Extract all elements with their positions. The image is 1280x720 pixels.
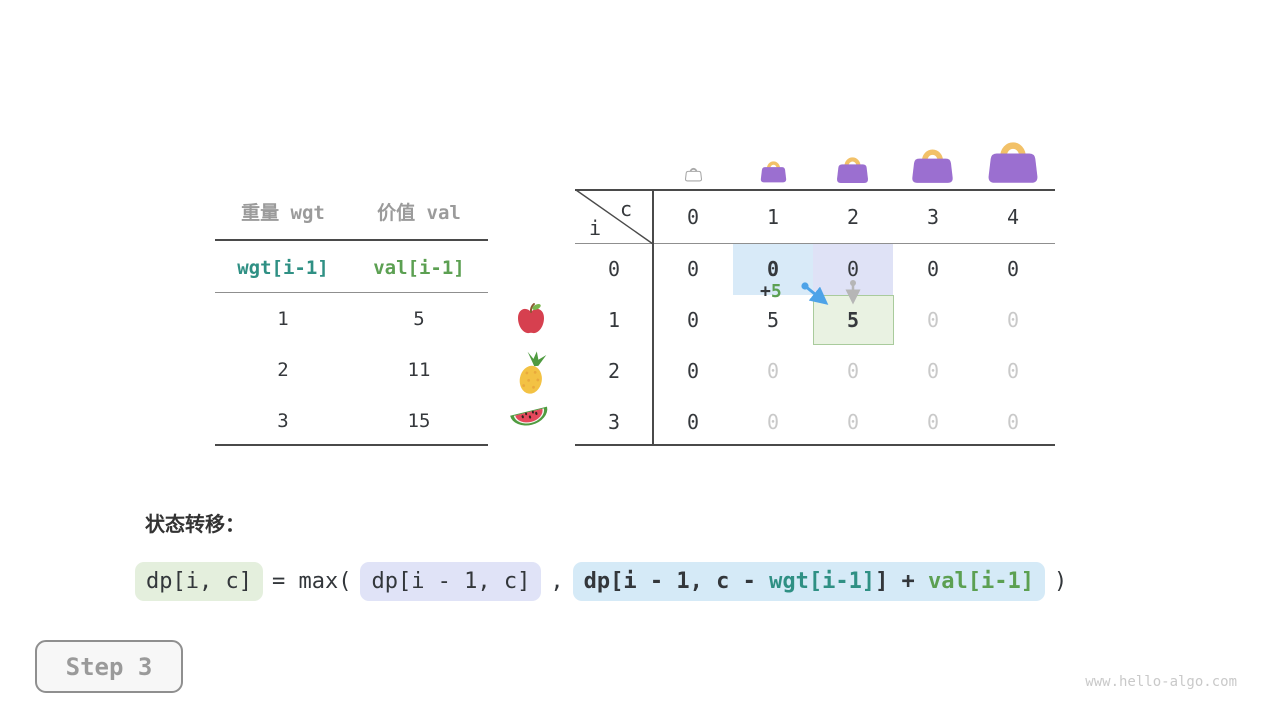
item-value: 11 xyxy=(407,359,431,381)
highlight-source-left-cell xyxy=(733,244,813,295)
dp-cell-0-4: 0 xyxy=(1006,256,1020,281)
formula-lhs-pill: dp[i, c] xyxy=(135,561,263,601)
empty-bag-icon xyxy=(684,163,703,188)
state-transition-formula: dp[i, c] = max( dp[i - 1, c] , dp[i - 1,… xyxy=(135,558,1067,604)
vertical-transfer-arrow-icon xyxy=(845,280,861,305)
formula-arg1-pill: dp[i - 1, c] xyxy=(360,561,542,601)
dp-row-header: 2 xyxy=(607,358,621,383)
dp-cell-1-4: 0 xyxy=(1006,307,1020,332)
dp-cell-3-2: 0 xyxy=(846,409,860,434)
item-value: 15 xyxy=(407,410,431,432)
items-table-header-value: 价值 val xyxy=(377,201,461,224)
dp-row-header: 3 xyxy=(607,409,621,434)
dp-cell-1-0: 0 xyxy=(686,307,700,332)
item-weight: 1 xyxy=(277,308,289,330)
pineapple-icon xyxy=(514,350,552,400)
dp-cell-3-1: 0 xyxy=(766,409,780,434)
transition-arrows xyxy=(801,280,861,305)
dp-cell-0-2: 0 xyxy=(846,256,860,281)
dp-col-header: 3 xyxy=(926,205,940,229)
dp-col-header: 1 xyxy=(766,205,780,229)
bag-icon-capacity-1 xyxy=(760,155,787,190)
dp-cell-1-1: 5 xyxy=(766,307,780,332)
dp-row-header: 0 xyxy=(607,256,621,281)
bag-icon-capacity-3 xyxy=(911,140,954,192)
item-value: 5 xyxy=(413,308,425,330)
watermark: www.hello-algo.com xyxy=(1085,674,1237,690)
item-weight: 3 xyxy=(277,410,289,432)
items-table-rule-mid xyxy=(215,292,488,293)
formula-eq-max: = max( xyxy=(271,568,352,594)
transition-add-value-label: +5 xyxy=(760,281,782,302)
dp-cell-2-2: 0 xyxy=(846,358,860,383)
dp-cell-1-2: 5 xyxy=(846,307,860,332)
dp-cell-2-3: 0 xyxy=(926,358,940,383)
apple-icon xyxy=(515,302,547,340)
dp-cell-3-3: 0 xyxy=(926,409,940,434)
dp-cell-0-3: 0 xyxy=(926,256,940,281)
dp-table-rule-bottom xyxy=(575,444,1055,446)
dp-table-rule-top xyxy=(575,189,1055,191)
dp-row-header: 1 xyxy=(607,307,621,332)
dp-cell-1-3: 0 xyxy=(926,307,940,332)
dp-cell-0-1: 0 xyxy=(766,256,780,281)
dp-cell-2-4: 0 xyxy=(1006,358,1020,383)
items-table-subheader-wgt: wgt[i-1] xyxy=(237,257,329,279)
diagonal-transfer-arrow-icon xyxy=(801,282,829,305)
formula-close-paren: ) xyxy=(1054,568,1068,594)
dp-col-header: 2 xyxy=(846,205,860,229)
corner-col-label: c xyxy=(620,197,633,221)
item-weight: 2 xyxy=(277,359,289,381)
items-table-header-weight: 重量 wgt xyxy=(241,201,325,224)
dp-col-header: 0 xyxy=(686,205,700,229)
dp-col-header: 4 xyxy=(1006,205,1020,229)
dp-table-rule-vertical xyxy=(652,189,654,446)
formula-comma: , xyxy=(550,568,564,594)
dp-cell-3-0: 0 xyxy=(686,409,700,434)
dp-cell-2-1: 0 xyxy=(766,358,780,383)
watermelon-icon xyxy=(508,402,552,440)
dp-cell-3-4: 0 xyxy=(1006,409,1020,434)
formula-arg2-pill: dp[i - 1, c - wgt[i-1]] + val[i-1] xyxy=(572,561,1046,601)
corner-diagonal-line xyxy=(575,189,654,245)
bag-icon-capacity-2 xyxy=(836,150,869,191)
items-table-subheader-val: val[i-1] xyxy=(373,257,465,279)
corner-row-label: i xyxy=(589,216,602,240)
bag-icon-capacity-4 xyxy=(987,132,1039,192)
dp-cell-0-0: 0 xyxy=(686,256,700,281)
state-transition-title: 状态转移： xyxy=(145,512,245,536)
dp-table-rule-header xyxy=(575,243,1055,244)
dp-cell-2-0: 0 xyxy=(686,358,700,383)
items-table-rule-top xyxy=(215,239,488,241)
items-table-rule-bottom xyxy=(215,444,488,446)
step-button[interactable]: Step 3 xyxy=(35,640,183,693)
